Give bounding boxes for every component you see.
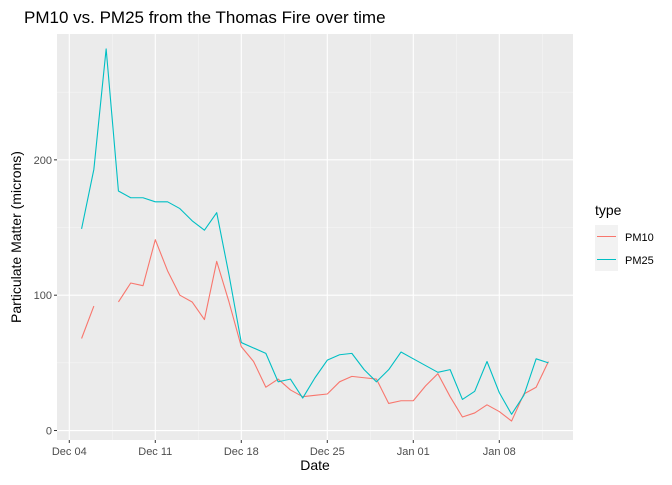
- legend-title: type: [595, 202, 622, 218]
- legend: type PM10 PM25: [595, 202, 654, 271]
- plot-panel: [57, 34, 573, 440]
- legend-label: PM10: [625, 232, 654, 244]
- x-axis: Dec 04 Dec 11 Dec 18 Dec 25 Jan 01 Jan 08: [52, 440, 516, 458]
- x-tick-label: Dec 11: [138, 446, 172, 458]
- y-tick-label: 200: [34, 155, 52, 167]
- y-axis-label: Particulate Matter (microns): [8, 151, 24, 323]
- chart-title: PM10 vs. PM25 from the Thomas Fire over …: [24, 8, 386, 27]
- series-line-pm25: [81, 48, 549, 415]
- major-gridlines: [57, 34, 573, 440]
- y-tick-label: 0: [46, 426, 52, 438]
- series-line-pm10: [81, 239, 549, 422]
- legend-label: PM25: [625, 255, 654, 267]
- minor-gridlines: [57, 34, 573, 440]
- x-tick-label: Dec 25: [310, 446, 345, 458]
- x-tick-label: Jan 08: [483, 446, 516, 458]
- x-tick-label: Dec 18: [224, 446, 259, 458]
- y-tick-label: 100: [34, 290, 52, 302]
- x-tick-label: Dec 04: [52, 446, 87, 458]
- x-tick-label: Jan 01: [397, 446, 430, 458]
- series-lines: [81, 48, 549, 422]
- x-axis-label: Date: [300, 457, 330, 473]
- y-axis: 0 100 200: [34, 155, 57, 438]
